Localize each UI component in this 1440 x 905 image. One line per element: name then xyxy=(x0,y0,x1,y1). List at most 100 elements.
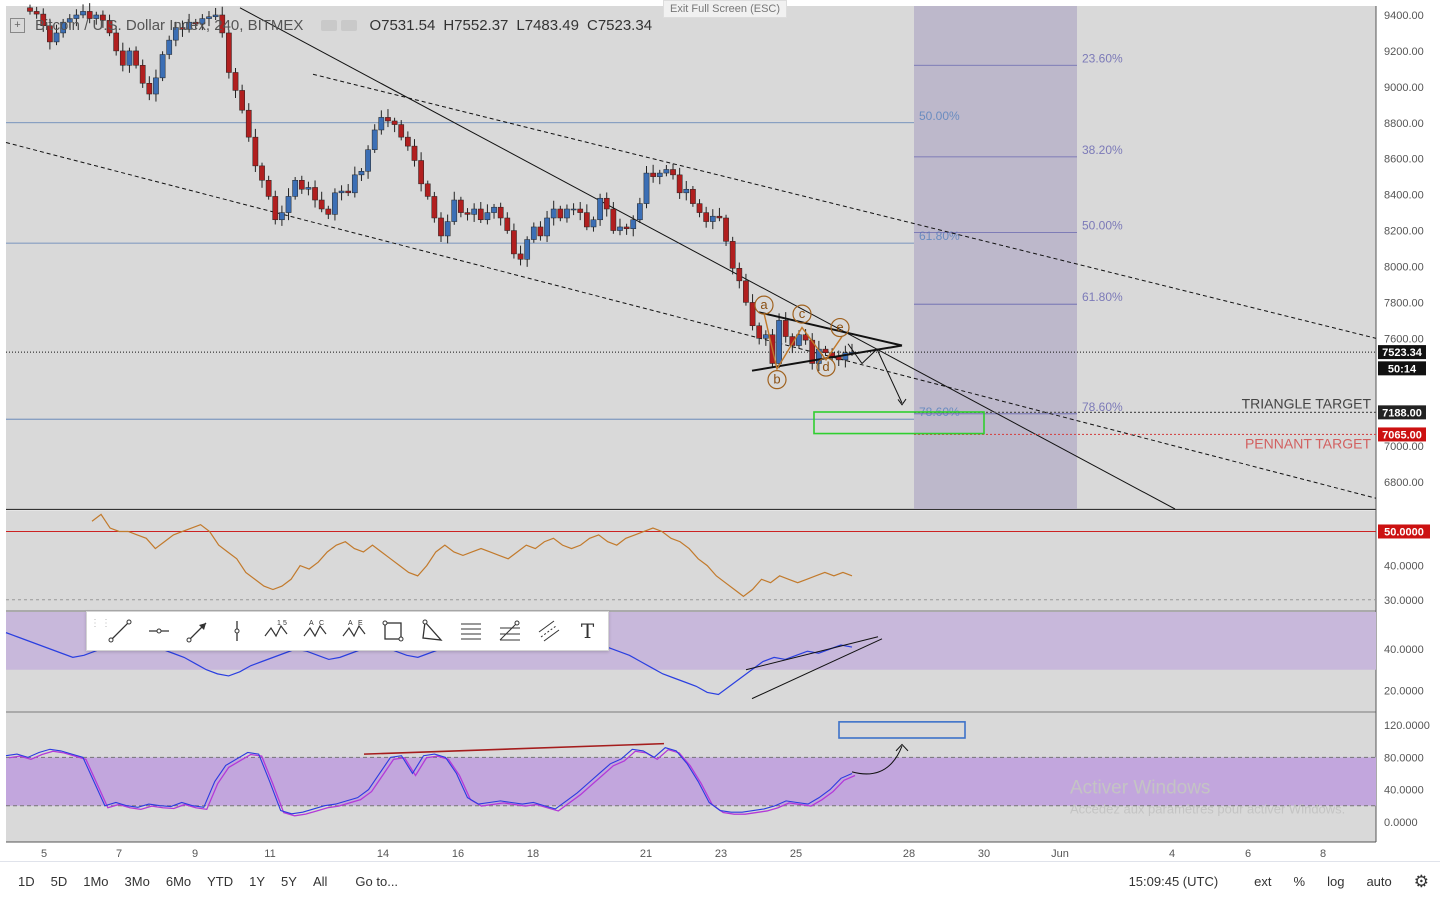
range-5y[interactable]: 5Y xyxy=(281,874,297,889)
candle-body xyxy=(603,197,610,210)
elliott-label-a: a xyxy=(754,295,774,315)
svg-text:1: 1 xyxy=(277,620,281,627)
candle-body xyxy=(729,241,736,269)
candle-body xyxy=(451,199,458,222)
target-box-green xyxy=(813,411,985,435)
range-all[interactable]: All xyxy=(312,874,328,889)
range-6mo[interactable]: 6Mo xyxy=(165,874,192,889)
candle-body xyxy=(93,14,100,19)
candle-body xyxy=(252,136,259,167)
elliott-label-circle xyxy=(792,304,812,324)
fib-fan-tool[interactable] xyxy=(490,612,529,650)
stoch-axis-tick: 120.0000 xyxy=(1384,720,1430,732)
gear-icon[interactable]: ⚙ xyxy=(1413,871,1429,891)
goto-button[interactable]: Go to... xyxy=(355,874,399,889)
candle-body xyxy=(656,172,663,177)
candle-body xyxy=(637,203,643,221)
stoch-axis-tick: 0.0000 xyxy=(1384,817,1418,829)
oscillator-trend-upper xyxy=(745,636,879,671)
candle-body xyxy=(146,82,153,95)
candle-body xyxy=(298,180,305,190)
pennant-target-tag: 7065.00 xyxy=(1382,429,1422,441)
candle-body xyxy=(517,253,524,260)
triangle-tool[interactable] xyxy=(412,612,451,650)
collapse-icon[interactable]: + xyxy=(10,17,25,33)
candle-body xyxy=(265,180,272,197)
vertical-line-tool[interactable] xyxy=(217,612,256,650)
candle-body xyxy=(743,280,749,303)
candle-body xyxy=(796,334,802,346)
range-1mo[interactable]: 1Mo xyxy=(83,874,109,889)
text-tool[interactable]: T xyxy=(580,619,595,643)
exit-fullscreen-button[interactable]: Exit Full Screen (ESC) xyxy=(663,0,787,18)
range-1y[interactable]: 1Y xyxy=(249,874,266,889)
elliott-label-text: e xyxy=(836,320,843,335)
candle-body xyxy=(530,226,537,240)
rsi-axis-tick: 30.0000 xyxy=(1384,595,1424,607)
candle-body xyxy=(73,14,80,19)
candle-body xyxy=(245,109,252,138)
pennant-target-label: PENNANT TARGET xyxy=(1245,435,1371,451)
candle-body xyxy=(590,219,597,228)
candle-body xyxy=(411,145,418,161)
bottom-right-controls: 15:09:45 (UTC) ext % log auto ⚙ xyxy=(1118,862,1440,901)
price-axis-tick: 8000.00 xyxy=(1384,261,1424,273)
range-5d[interactable]: 5D xyxy=(50,874,68,889)
arrow-tool[interactable] xyxy=(178,612,217,650)
candle-body xyxy=(511,230,517,255)
candle-body xyxy=(762,334,769,339)
candle-body xyxy=(385,117,391,122)
candle-body xyxy=(583,212,590,228)
range-1d[interactable]: 1D xyxy=(18,874,35,889)
arrow-icon xyxy=(186,622,206,643)
trend-line-tool[interactable] xyxy=(100,612,139,650)
ext-toggle[interactable]: ext xyxy=(1254,874,1272,889)
log-toggle[interactable]: log xyxy=(1327,874,1345,889)
price-axis-background xyxy=(1376,6,1440,842)
candle-body xyxy=(683,188,690,194)
candle-body xyxy=(471,208,477,215)
candle-body xyxy=(391,120,398,125)
range-3mo[interactable]: 3Mo xyxy=(124,874,150,889)
candle-body xyxy=(119,50,126,66)
elliott-label-text: d xyxy=(822,359,829,374)
candle-body xyxy=(776,320,782,364)
candle-body xyxy=(53,32,60,43)
candle-body xyxy=(424,183,431,197)
candle-body xyxy=(444,221,451,237)
time-axis-tick: 28 xyxy=(903,848,915,860)
visibility-icon[interactable] xyxy=(321,19,338,31)
trend-line-icon xyxy=(108,619,131,643)
projection-arrow-path xyxy=(847,343,903,404)
fib-level-label: 78.60% xyxy=(1082,400,1123,414)
fib-retracement-tool[interactable] xyxy=(451,612,490,650)
candle-body xyxy=(405,136,411,147)
price-axis-tick: 8200.00 xyxy=(1384,226,1424,238)
elliott-wave-path xyxy=(763,313,843,371)
candle-body xyxy=(305,187,312,190)
toolbar-grip-icon[interactable]: ⋮⋮ xyxy=(90,618,112,629)
candle-body xyxy=(318,199,325,210)
settings-icon[interactable] xyxy=(341,19,358,31)
candle-body xyxy=(504,217,511,231)
parallel-channel-tool[interactable] xyxy=(529,612,568,650)
range-ytd[interactable]: YTD xyxy=(207,874,234,889)
percent-toggle[interactable]: % xyxy=(1293,874,1306,889)
time-axis-tick: Jun xyxy=(1051,848,1069,860)
candle-body xyxy=(464,212,471,215)
candle-body xyxy=(544,217,550,237)
candle-body xyxy=(199,18,206,25)
candle-body xyxy=(524,239,531,260)
candle-body xyxy=(272,196,279,221)
horizontal-ray-tool[interactable] xyxy=(139,612,178,650)
candle-body xyxy=(570,208,577,211)
current-price-tag: 7523.34 xyxy=(1382,347,1423,359)
rectangle-tool[interactable] xyxy=(373,612,412,650)
auto-toggle[interactable]: auto xyxy=(1366,874,1392,889)
